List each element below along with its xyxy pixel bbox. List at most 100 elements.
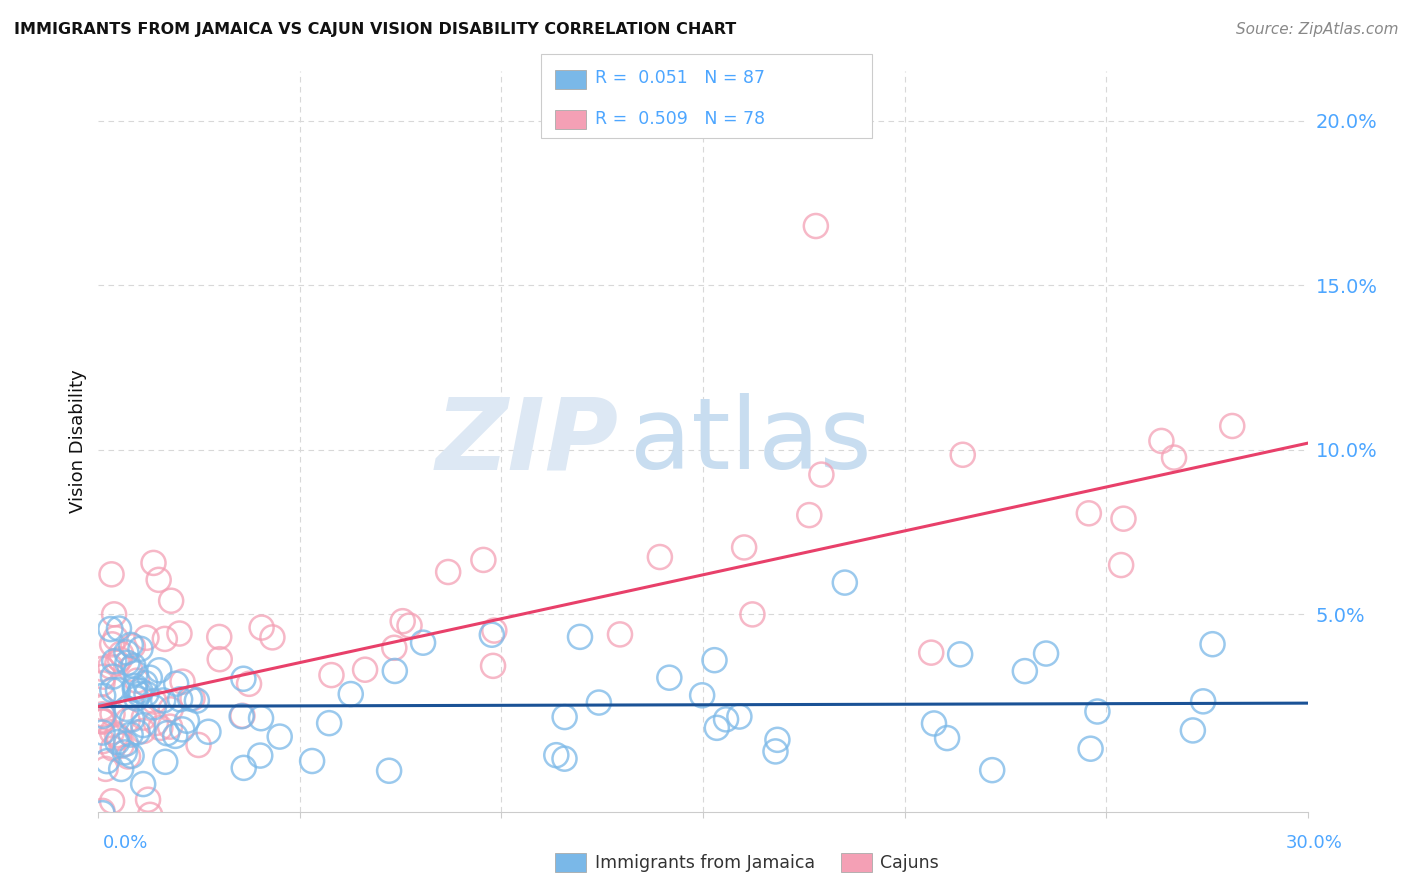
Point — [232, 761, 254, 775]
Point — [101, 741, 124, 756]
Point — [412, 636, 434, 650]
Point — [91, 806, 114, 821]
Point — [120, 638, 142, 652]
Point — [115, 645, 138, 659]
Point — [703, 653, 725, 667]
Text: R =  0.051   N = 87: R = 0.051 N = 87 — [595, 70, 765, 87]
Point — [339, 687, 361, 701]
Point — [249, 748, 271, 763]
Point — [834, 575, 856, 590]
Point — [952, 448, 974, 462]
Point — [91, 701, 114, 715]
Text: Cajuns: Cajuns — [880, 854, 939, 871]
Point — [706, 721, 728, 735]
Text: ZIP: ZIP — [436, 393, 619, 490]
Point — [115, 702, 138, 716]
Point — [108, 652, 131, 666]
Point — [176, 714, 198, 728]
Point — [554, 710, 576, 724]
Point — [127, 725, 149, 739]
Point — [98, 659, 121, 673]
Point — [100, 622, 122, 636]
Point — [121, 748, 143, 763]
Text: 0.0%: 0.0% — [103, 834, 148, 852]
Point — [484, 624, 506, 638]
Point — [105, 735, 128, 749]
Point — [728, 709, 751, 723]
Point — [1087, 705, 1109, 719]
Point — [554, 752, 576, 766]
Point — [110, 739, 132, 753]
Point — [232, 672, 254, 686]
Point — [101, 637, 124, 651]
Point — [159, 720, 181, 734]
Point — [121, 713, 143, 727]
Point — [115, 737, 138, 751]
Point — [391, 614, 413, 628]
Point — [741, 607, 763, 622]
Point — [922, 716, 945, 731]
Point — [920, 646, 942, 660]
Point — [149, 721, 172, 735]
Point — [93, 670, 115, 684]
Point — [546, 748, 568, 763]
Point — [142, 700, 165, 714]
Point — [208, 630, 231, 644]
Text: R =  0.509   N = 78: R = 0.509 N = 78 — [595, 110, 765, 128]
Point — [91, 708, 114, 723]
Point — [765, 744, 787, 758]
Point — [1181, 723, 1204, 738]
Point — [169, 626, 191, 640]
Point — [1014, 664, 1036, 678]
Point — [208, 652, 231, 666]
Point — [139, 671, 162, 685]
Point — [159, 702, 181, 716]
Point — [231, 708, 253, 723]
Point — [799, 508, 821, 522]
Point — [153, 632, 176, 646]
Point — [160, 593, 183, 607]
Point — [172, 723, 194, 737]
Point — [481, 628, 503, 642]
Point — [588, 696, 610, 710]
Point — [94, 762, 117, 776]
Point — [321, 668, 343, 682]
Point — [810, 467, 832, 482]
Point — [125, 691, 148, 706]
Point — [482, 658, 505, 673]
Point — [101, 725, 124, 739]
Text: Source: ZipAtlas.com: Source: ZipAtlas.com — [1236, 22, 1399, 37]
Point — [117, 714, 139, 728]
Point — [121, 640, 143, 654]
Point — [114, 745, 136, 759]
Point — [117, 656, 139, 670]
Point — [91, 713, 114, 727]
Point — [1112, 511, 1135, 525]
Point — [804, 219, 827, 233]
Point — [569, 630, 592, 644]
Point — [378, 764, 401, 778]
Text: 30.0%: 30.0% — [1286, 834, 1343, 852]
Point — [105, 728, 128, 742]
Point — [128, 687, 150, 701]
Point — [135, 631, 157, 645]
Point — [135, 687, 157, 701]
Point — [766, 732, 789, 747]
Point — [91, 734, 114, 748]
Point — [101, 706, 124, 721]
Point — [143, 695, 166, 709]
Point — [91, 804, 114, 818]
Point — [1080, 741, 1102, 756]
Point — [117, 749, 139, 764]
Point — [103, 607, 125, 622]
Point — [250, 711, 273, 725]
Point — [197, 724, 219, 739]
Point — [690, 688, 713, 702]
Text: atlas: atlas — [630, 393, 872, 490]
Point — [91, 676, 114, 690]
Point — [472, 553, 495, 567]
Point — [981, 763, 1004, 777]
Point — [136, 793, 159, 807]
Point — [169, 692, 191, 706]
Point — [172, 674, 194, 689]
